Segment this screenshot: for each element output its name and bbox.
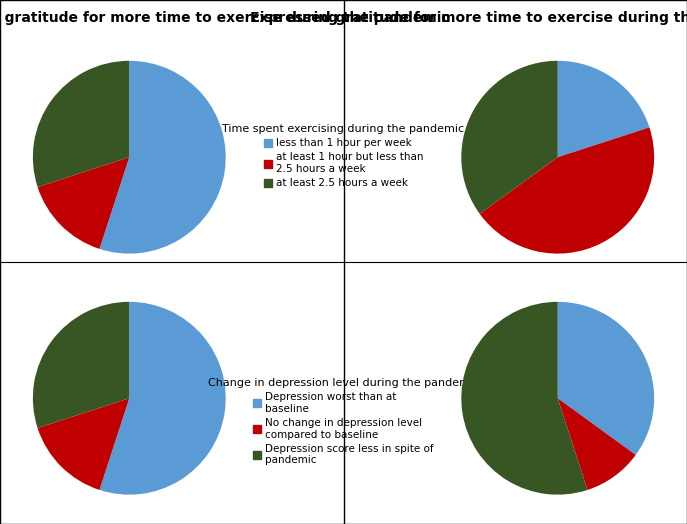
Wedge shape <box>38 157 129 249</box>
Wedge shape <box>558 398 635 490</box>
Wedge shape <box>33 302 129 428</box>
Text: Expressed gratitude for more time to exercise during the pandemic: Expressed gratitude for more time to exe… <box>250 12 687 25</box>
Text: No expressed gratitude for more time to exercise during the pandemic: No expressed gratitude for more time to … <box>0 12 450 25</box>
Wedge shape <box>100 302 226 495</box>
Wedge shape <box>480 127 654 254</box>
Legend: Depression worst than at
baseline, No change in depression level
compared to bas: Depression worst than at baseline, No ch… <box>208 378 479 465</box>
Wedge shape <box>461 61 558 214</box>
Wedge shape <box>38 398 129 490</box>
Wedge shape <box>33 61 129 187</box>
Wedge shape <box>558 302 654 455</box>
Wedge shape <box>558 61 649 157</box>
Legend: less than 1 hour per week, at least 1 hour but less than
2.5 hours a week, at le: less than 1 hour per week, at least 1 ho… <box>223 124 464 188</box>
Wedge shape <box>100 61 226 254</box>
Wedge shape <box>461 302 587 495</box>
